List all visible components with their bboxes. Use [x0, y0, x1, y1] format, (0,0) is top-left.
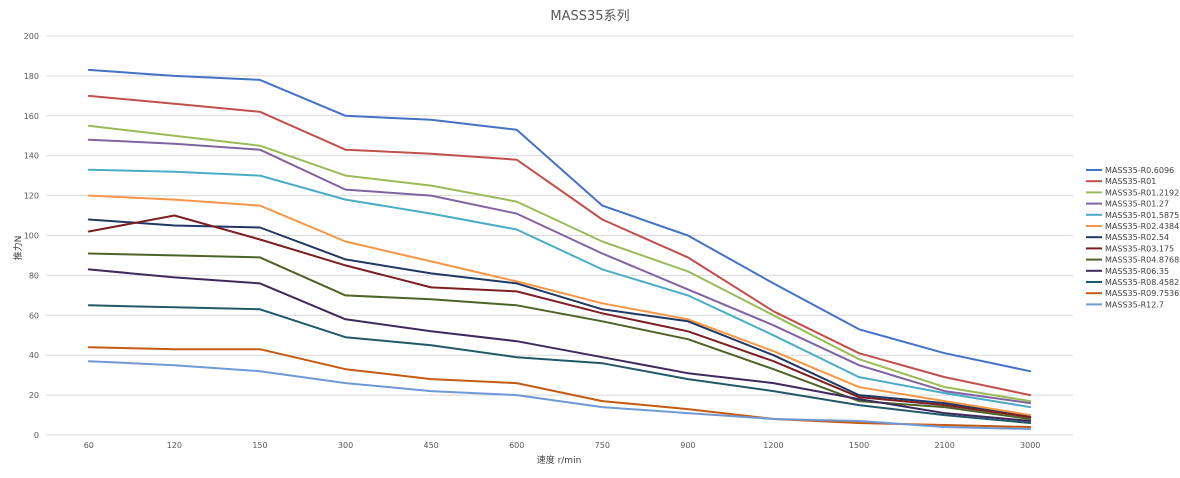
x-tick-label: 300 — [338, 441, 353, 450]
series-line-9 — [87, 268, 1032, 422]
y-axis-ticks: 0 20 40 60 80 100 120 140 160 180 200 — [24, 32, 39, 440]
legend-label: MASS35-R01.2192 — [1105, 188, 1179, 197]
x-tick-label: 60 — [84, 441, 94, 450]
series-line-8 — [87, 252, 1032, 420]
y-tick-label: 200 — [24, 32, 39, 41]
series-line-7 — [87, 214, 1032, 418]
series-line-11 — [87, 346, 1032, 428]
x-tick-label: 1200 — [763, 441, 783, 450]
x-tick-label: 120 — [167, 441, 182, 450]
series-line-10 — [87, 304, 1032, 424]
legend-label: MASS35-R01.5875 — [1105, 211, 1179, 220]
y-tick-label: 0 — [34, 431, 39, 440]
series-line-12 — [87, 360, 1032, 430]
legend-label: MASS35-R02.54 — [1105, 233, 1169, 242]
y-tick-label: 20 — [29, 391, 39, 400]
legend-label: MASS35-R04.8768 — [1105, 256, 1179, 265]
legend-label: MASS35-R08.4582 — [1105, 278, 1179, 287]
x-tick-label: 3000 — [1020, 441, 1040, 450]
chart-title: MASS35系列 — [550, 9, 629, 24]
x-tick-label: 750 — [595, 441, 610, 450]
series-line-0 — [87, 68, 1032, 373]
legend: MASS35-R0.6096 MASS35-R01 MASS35-R01.2192 M… — [1086, 166, 1179, 309]
x-tick-label: 2100 — [934, 441, 954, 450]
series-line-5 — [87, 194, 1032, 417]
legend-label: MASS35-R0.6096 — [1105, 166, 1174, 175]
y-tick-label: 80 — [29, 271, 39, 280]
legend-label: MASS35-R12.7 — [1105, 300, 1164, 309]
series-line-1 — [87, 94, 1032, 397]
y-tick-label: 40 — [29, 351, 39, 360]
y-axis-label: 推力N — [12, 236, 24, 261]
legend-label: MASS35-R01.27 — [1105, 200, 1169, 209]
legend-label: MASS35-R03.175 — [1105, 244, 1174, 253]
series-line-6 — [87, 218, 1032, 418]
y-tick-label: 140 — [24, 152, 39, 161]
series-line-2 — [87, 124, 1032, 403]
x-tick-label: 1500 — [849, 441, 869, 450]
series-lines — [87, 68, 1032, 430]
x-tick-label: 600 — [509, 441, 524, 450]
y-tick-label: 180 — [24, 72, 39, 81]
x-tick-label: 150 — [252, 441, 267, 450]
legend-label: MASS35-R02.4384 — [1105, 222, 1179, 231]
y-tick-label: 60 — [29, 311, 39, 320]
x-tick-label: 900 — [680, 441, 695, 450]
y-tick-label: 100 — [24, 232, 39, 241]
series-line-3 — [87, 138, 1032, 405]
y-tick-label: 160 — [24, 112, 39, 121]
x-axis-label: 速度 r/min — [537, 454, 582, 466]
x-tick-label: 450 — [423, 441, 438, 450]
series-line-4 — [87, 168, 1032, 409]
legend-label: MASS35-R09.7536 — [1105, 289, 1179, 298]
x-axis-ticks: 60 120 150 300 450 600 750 900 1200 1500 2100 3000 — [84, 441, 1041, 450]
legend-label: MASS35-R06.35 — [1105, 267, 1169, 276]
grid-lines — [46, 35, 1073, 436]
legend-label: MASS35-R01 — [1105, 177, 1156, 186]
y-tick-label: 120 — [24, 192, 39, 201]
